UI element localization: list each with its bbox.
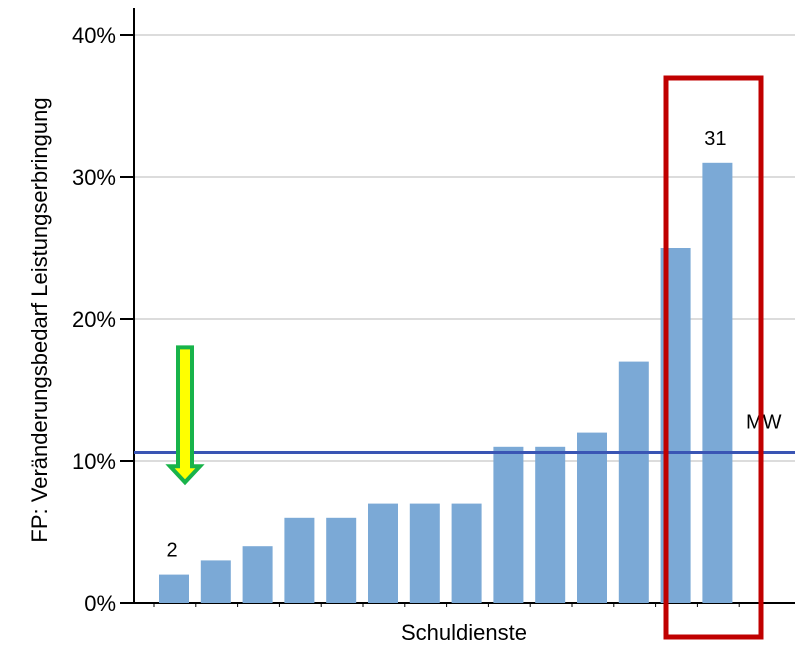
bar [493, 446, 524, 603]
y-ticks: 0% 10% 20% 30% 40% [72, 23, 134, 616]
mean-line-label: MW [746, 411, 782, 433]
highlight-box [663, 75, 764, 640]
x-ticks [153, 603, 740, 607]
bar [577, 432, 607, 603]
bar [242, 546, 273, 603]
data-labels: 2 31 [166, 128, 726, 562]
y-tick-label: 20% [72, 307, 116, 332]
bar [368, 503, 398, 603]
bar [535, 446, 566, 603]
gridlines [134, 34, 795, 462]
data-label: 31 [704, 128, 726, 150]
bars [159, 162, 733, 604]
bar [159, 574, 189, 603]
bar [618, 361, 649, 603]
bar [451, 503, 482, 603]
y-tick-label: 30% [72, 165, 116, 190]
mean-line-group: MW [134, 411, 795, 454]
y-axis-title: FP: Veränderungsbedarf Leistungserbringu… [27, 97, 52, 542]
data-label: 2 [166, 540, 177, 562]
annotations [165, 75, 764, 640]
bar [702, 162, 733, 604]
y-tick-label: 10% [72, 449, 116, 474]
bar [200, 560, 231, 603]
bar [284, 517, 315, 603]
y-tick-label: 0% [84, 591, 116, 616]
bar [326, 517, 357, 603]
bar [409, 503, 440, 603]
y-tick-label: 40% [72, 23, 116, 48]
x-axis-title: Schuldienste [401, 620, 527, 645]
down-arrow-icon [165, 345, 205, 486]
